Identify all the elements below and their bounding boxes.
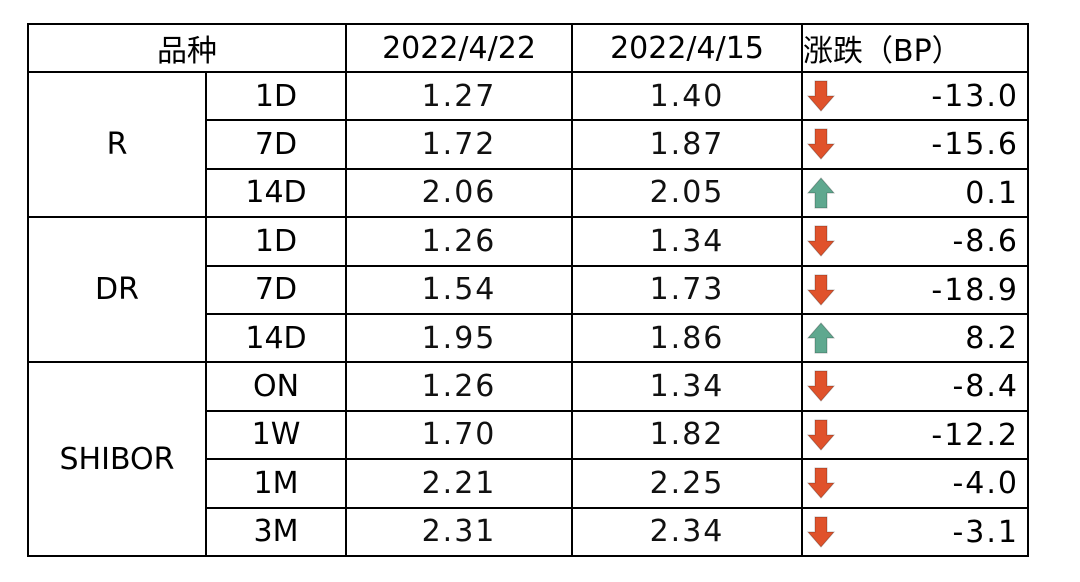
change-value: -13.0: [931, 79, 1019, 114]
category-cell: SHIBOR: [27, 361, 207, 557]
change-value: -12.2: [931, 417, 1019, 453]
rate-date1-cell: 2.06: [345, 167, 573, 219]
change-value: -3.1: [952, 514, 1019, 550]
arrow-down-icon: [806, 370, 836, 403]
arrow-up-icon: [806, 322, 836, 354]
date2-header: 2022/4/15: [571, 23, 803, 73]
change-value: -8.6: [952, 224, 1019, 260]
rate-date1-cell: 1.26: [345, 216, 573, 267]
change-cell: 8.2: [801, 312, 1029, 364]
change-cell: -4.0: [801, 458, 1029, 509]
rate-date2-cell: 1.82: [571, 409, 803, 461]
change-value: 0.1: [965, 175, 1019, 211]
change-cell: -3.1: [801, 506, 1029, 558]
rate-date2-cell: 1.34: [571, 361, 803, 412]
variety-header: 品种: [27, 23, 347, 73]
arrow-down-icon: [806, 274, 836, 306]
tenor-cell: 14D: [205, 312, 347, 364]
table-row: 1W 1.70 1.82 -12.2: [28, 409, 1029, 461]
tenor-cell: 1D: [205, 70, 347, 122]
arrow-down-icon: [806, 128, 836, 161]
tenor-cell: 1M: [205, 458, 347, 509]
table-body: R 1D 1.27 1.40 -13.0 7D 1.72 1.87 -15.6 14D 2.06 2.…: [27, 70, 1029, 558]
rate-date1-cell: 1.95: [345, 312, 573, 364]
table-row: SHIBOR ON 1.26 1.34 -8.4: [27, 361, 1029, 557]
change-value: -15.6: [931, 127, 1019, 163]
change-value: -4.0: [952, 466, 1019, 502]
change-cell: 0.1: [801, 167, 1029, 219]
rate-date2-cell: 1.86: [571, 312, 803, 364]
change-cell: -18.9: [801, 264, 1029, 315]
tenor-cell: 7D: [205, 264, 347, 315]
tenor-cell: 3M: [205, 506, 347, 558]
arrow-down-icon: [806, 225, 836, 257]
table-row: 7D 1.72 1.87 -15.6: [28, 119, 1029, 170]
tenor-cell: 14D: [205, 167, 347, 219]
table-row: 7D 1.54 1.73 -18.9: [28, 264, 1029, 315]
arrow-down-icon: [806, 419, 836, 451]
table-row: 14D 1.95 1.86 8.2: [28, 312, 1029, 364]
change-value: -18.9: [931, 272, 1019, 308]
change-value: -8.4: [952, 369, 1019, 405]
tenor-cell: 1W: [205, 409, 347, 461]
rate-date1-cell: 1.72: [345, 119, 573, 170]
change-cell: -13.0: [801, 70, 1029, 122]
rate-date1-cell: 2.31: [345, 506, 573, 558]
tenor-cell: 7D: [205, 119, 347, 170]
change-cell: -12.2: [801, 409, 1029, 461]
rates-table: 品种 2022/4/22 2022/4/15 涨跌（BP） R 1D 1.27 1.4…: [27, 23, 1029, 558]
table-row: DR 1D 1.26 1.34 -8.6: [27, 216, 1029, 364]
change-header: 涨跌（BP）: [801, 23, 1029, 73]
change-cell: -8.4: [801, 361, 1029, 412]
change-value: 8.2: [965, 320, 1019, 356]
table-row: 1M 2.21 2.25 -4.0: [28, 458, 1029, 509]
tenor-cell: 1D: [205, 216, 347, 267]
rate-date2-cell: 1.87: [571, 119, 803, 170]
rate-date1-cell: 2.21: [345, 458, 573, 509]
arrow-down-icon: [806, 516, 836, 548]
rate-date1-cell: 1.54: [345, 264, 573, 315]
header-row: 品种 2022/4/22 2022/4/15 涨跌（BP）: [27, 23, 1029, 73]
category-cell: DR: [27, 216, 207, 364]
arrow-up-icon: [806, 177, 836, 209]
table-row: 14D 2.06 2.05 0.1: [28, 167, 1029, 219]
rate-date2-cell: 1.34: [571, 216, 803, 267]
table-row: R 1D 1.27 1.40 -13.0: [27, 70, 1029, 219]
rate-date2-cell: 2.05: [571, 167, 803, 219]
arrow-down-icon: [806, 467, 836, 499]
table-row: 3M 2.31 2.34 -3.1: [28, 506, 1029, 558]
rate-date1-cell: 1.27: [345, 70, 573, 122]
arrow-down-icon: [806, 80, 836, 112]
change-cell: -15.6: [801, 119, 1029, 170]
rate-date1-cell: 1.26: [345, 361, 573, 412]
rate-date2-cell: 2.34: [571, 506, 803, 558]
tenor-cell: ON: [205, 361, 347, 412]
rate-date2-cell: 1.73: [571, 264, 803, 315]
rate-date1-cell: 1.70: [345, 409, 573, 461]
rate-date2-cell: 1.40: [571, 70, 803, 122]
rate-date2-cell: 2.25: [571, 458, 803, 509]
change-cell: -8.6: [801, 216, 1029, 267]
category-cell: R: [27, 70, 207, 219]
date1-header: 2022/4/22: [345, 23, 573, 73]
